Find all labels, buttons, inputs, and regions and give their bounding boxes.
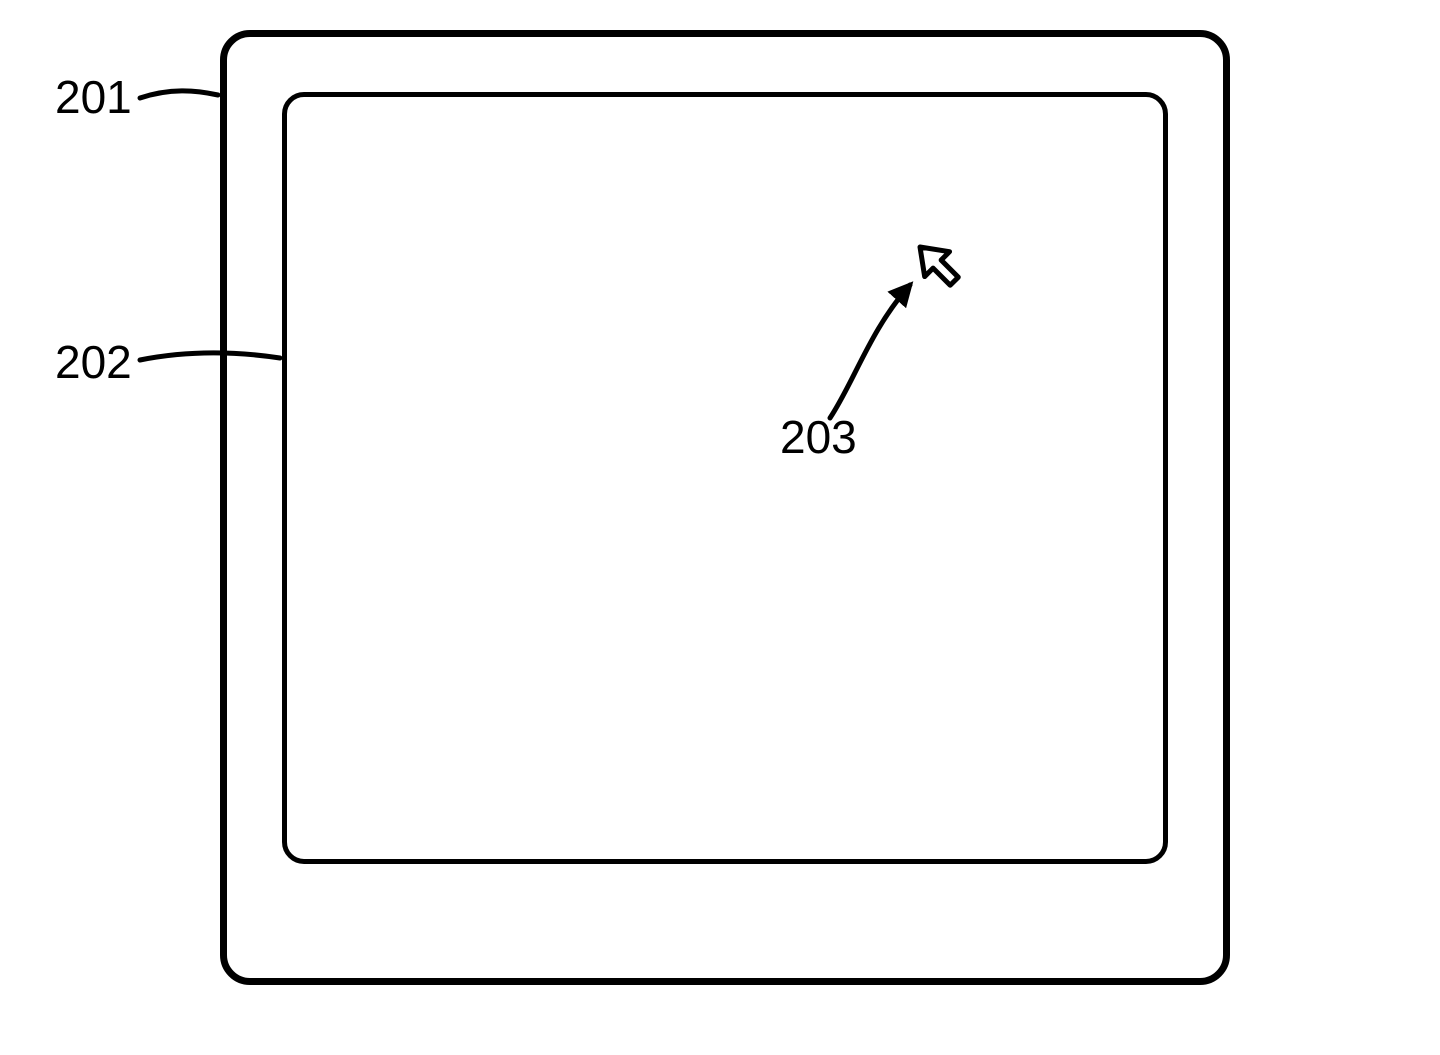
label-201: 201: [55, 70, 132, 124]
diagram-canvas: 201 202 203: [0, 0, 1440, 1055]
label-202: 202: [55, 335, 132, 389]
label-203: 203: [780, 410, 857, 464]
leader-line-203: [0, 0, 1440, 1055]
